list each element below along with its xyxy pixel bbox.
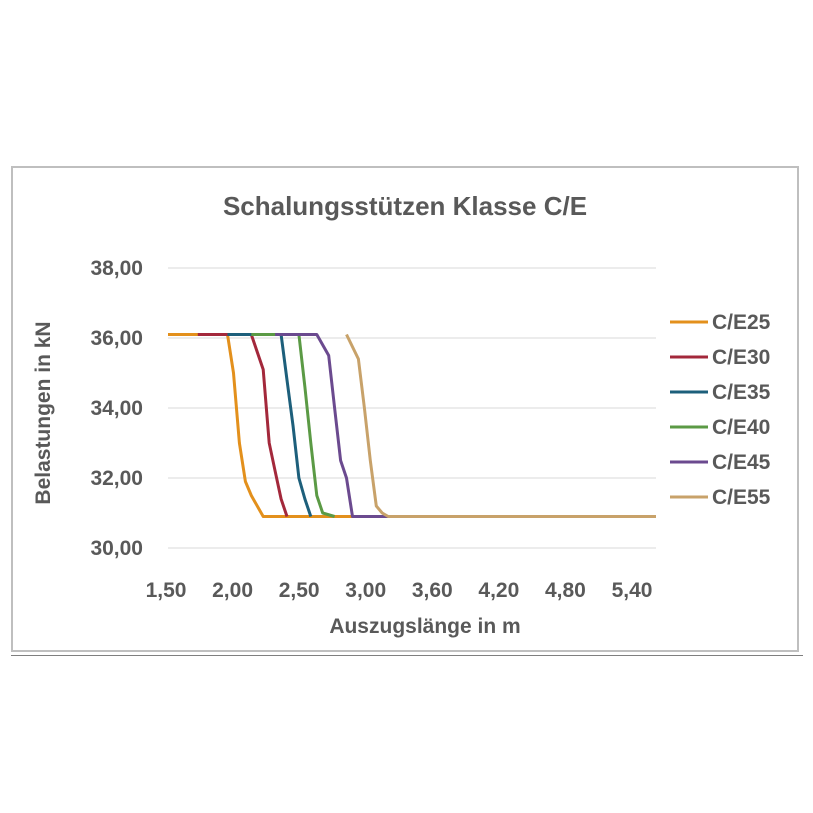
- y-tick-label: 36,00: [90, 327, 143, 350]
- x-tick-label: 5,40: [612, 579, 653, 602]
- legend-label: C/E35: [712, 381, 771, 404]
- legend: C/E25 C/E30 C/E35 C/E40 C/E45 C/E55: [670, 311, 771, 509]
- series-line-c-e30: [197, 333, 289, 517]
- y-axis-label: Belastungen in kN: [32, 321, 55, 504]
- x-axis-label: Auszugslänge in m: [329, 615, 520, 638]
- series-line-c-e25: [168, 333, 656, 518]
- x-tick-label: 3,00: [345, 579, 386, 602]
- chart-frame: [11, 166, 799, 652]
- x-tick-label: 4,20: [478, 579, 519, 602]
- legend-label: C/E30: [712, 346, 770, 369]
- y-tick-label: 38,00: [90, 257, 143, 280]
- x-tick-label: 1,50: [146, 579, 187, 602]
- y-tick-label: 32,00: [90, 467, 143, 490]
- legend-label: C/E45: [712, 451, 771, 474]
- x-tick-label: 2,00: [212, 579, 253, 602]
- y-tick-labels: 30,00 32,00 34,00 36,00 38,00: [90, 257, 143, 560]
- legend-label: C/E25: [712, 311, 771, 334]
- series-line-c-e45: [275, 333, 395, 518]
- y-tick-label: 30,00: [90, 537, 143, 560]
- legend-label: C/E40: [712, 416, 770, 439]
- y-tick-label: 34,00: [90, 397, 143, 420]
- x-tick-label: 2,50: [279, 579, 320, 602]
- x-tick-label: 4,80: [545, 579, 586, 602]
- gridlines: [168, 267, 656, 549]
- chart-title: Schalungsstützen Klasse C/E: [223, 191, 587, 221]
- x-tick-labels: 1,50 2,00 2,50 3,00 3,60 4,20 4,80 5,40: [146, 579, 653, 602]
- series-lines: [168, 333, 656, 518]
- legend-label: C/E55: [712, 486, 771, 509]
- bottom-rule: [11, 655, 803, 656]
- x-tick-label: 3,60: [412, 579, 453, 602]
- series-line-c-e55: [345, 333, 656, 518]
